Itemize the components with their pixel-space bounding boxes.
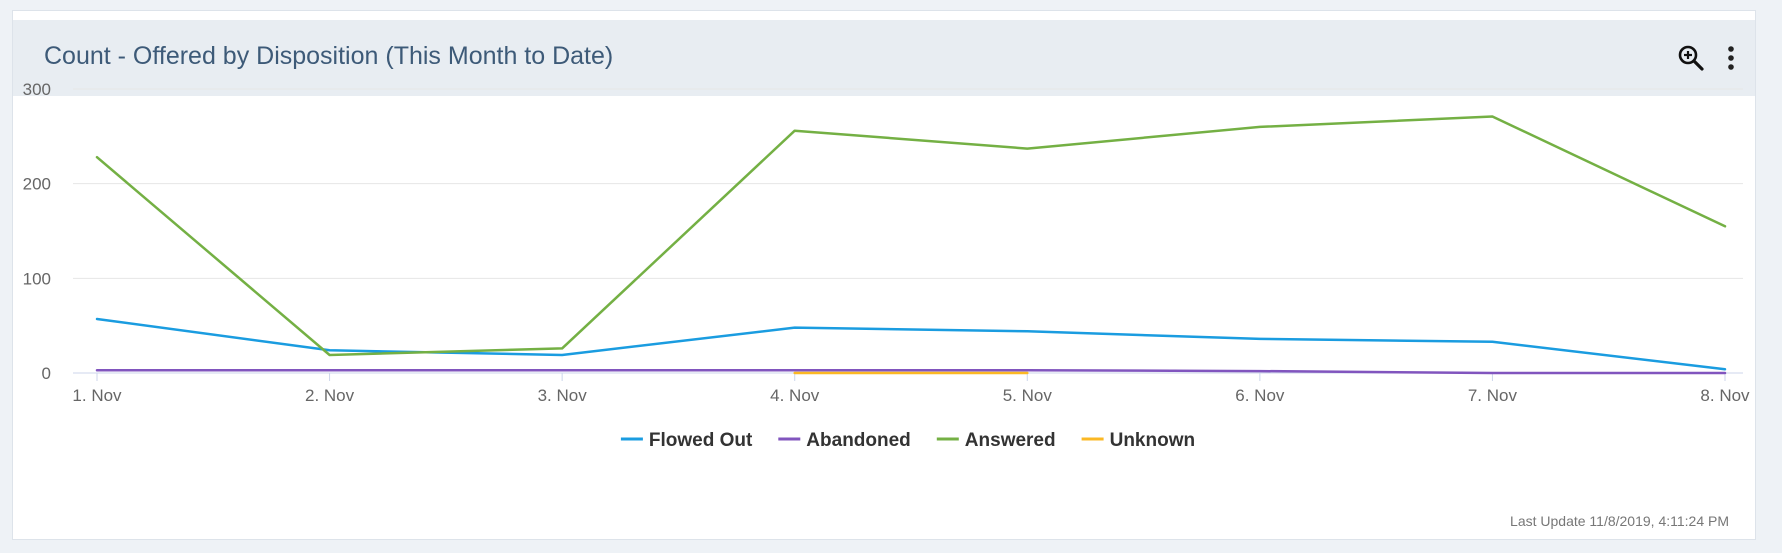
series-line-flowed-out[interactable] [95, 317, 1727, 371]
more-vertical-icon [1728, 46, 1734, 70]
x-axis: 1. Nov 2. Nov 3. Nov 4. Nov 5. Nov 6. Nov 7. N… [72, 373, 1750, 405]
widget-header: Count - Offered by Disposition (This Mon… [13, 20, 1755, 96]
legend-label: Unknown [1110, 430, 1196, 451]
more-options-button[interactable] [1713, 40, 1749, 76]
zoom-in-button[interactable] [1673, 40, 1709, 76]
series-line-answered[interactable] [95, 115, 1727, 357]
last-update-text: Last Update 11/8/2019, 4:11:24 PM [1510, 513, 1729, 529]
legend-item-abandoned[interactable]: Abandoned [778, 430, 911, 451]
y-tick-label: 200 [23, 175, 51, 194]
series-line-abandoned[interactable] [95, 368, 1727, 375]
x-tick-label: 7. Nov [1468, 386, 1518, 405]
y-tick-label: 300 [23, 80, 51, 99]
legend-label: Flowed Out [649, 430, 753, 451]
chart-legend: Flowed Out Abandoned Answered Unknown [620, 430, 1196, 451]
x-tick-label: 5. Nov [1003, 386, 1053, 405]
legend-item-answered[interactable]: Answered [936, 430, 1056, 451]
x-tick-label: 3. Nov [538, 386, 588, 405]
zoom-in-icon [1678, 45, 1704, 71]
y-tick-label: 100 [23, 269, 51, 288]
chart-widget: Count - Offered by Disposition (This Mon… [12, 10, 1756, 540]
legend-item-unknown[interactable]: Unknown [1081, 430, 1196, 451]
y-axis: 0 100 200 300 [23, 80, 51, 383]
y-tick-label: 0 [42, 364, 51, 383]
chart-series [95, 115, 1727, 375]
legend-label: Answered [965, 430, 1056, 451]
x-tick-label: 4. Nov [770, 386, 820, 405]
line-chart: 0 100 200 300 1. Nov 2. Nov 3. Nov 4. Nov 5. No… [23, 80, 1750, 451]
legend-label: Abandoned [806, 430, 911, 451]
x-tick-label: 6. Nov [1235, 386, 1285, 405]
legend-item-flowed-out[interactable]: Flowed Out [620, 430, 753, 451]
widget-title: Count - Offered by Disposition (This Mon… [44, 42, 614, 70]
x-tick-label: 2. Nov [305, 386, 355, 405]
x-tick-label: 1. Nov [72, 386, 122, 405]
x-tick-label: 8. Nov [1700, 386, 1750, 405]
